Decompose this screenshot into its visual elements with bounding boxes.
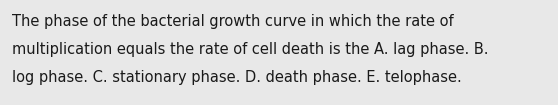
Text: multiplication equals the rate of cell death is the A. lag phase. B.: multiplication equals the rate of cell d… — [12, 42, 488, 57]
Text: The phase of the bacterial growth curve in which the rate of: The phase of the bacterial growth curve … — [12, 14, 454, 29]
Text: log phase. C. stationary phase. D. death phase. E. telophase.: log phase. C. stationary phase. D. death… — [12, 70, 462, 85]
